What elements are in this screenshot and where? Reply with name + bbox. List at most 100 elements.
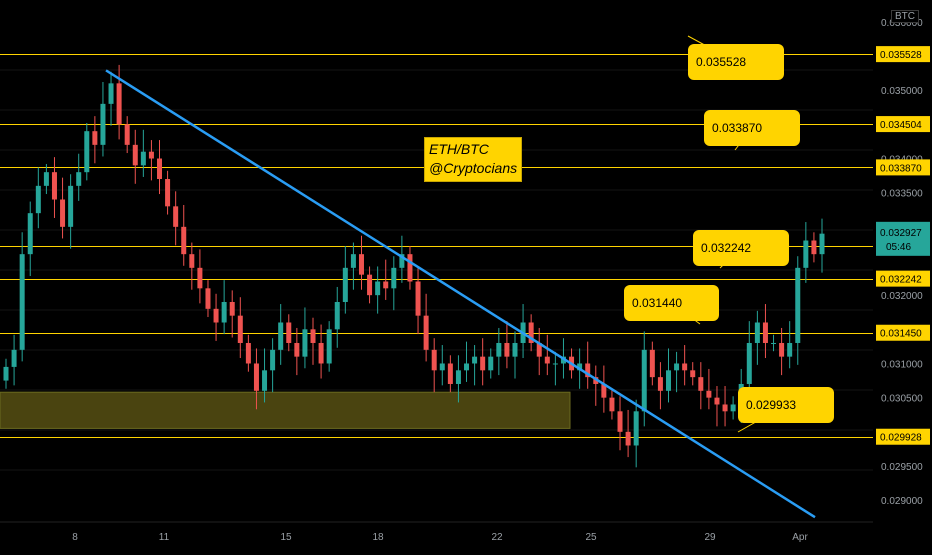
price-callout[interactable]: 0.029933 — [737, 387, 834, 433]
candle-body — [609, 397, 615, 412]
candle-body — [698, 377, 704, 391]
countdown-label: 05:46 — [886, 242, 911, 253]
candle-body — [488, 356, 494, 371]
candle-body — [116, 83, 122, 125]
candle-body — [383, 281, 389, 289]
candle-body — [100, 103, 106, 145]
candle-body — [552, 363, 558, 365]
candle-body — [302, 329, 308, 357]
candle-body — [601, 383, 607, 398]
candle-body — [399, 254, 405, 268]
candle-body — [148, 151, 154, 159]
time-tick-label: 25 — [585, 532, 597, 543]
candle-body — [253, 363, 259, 391]
callout-box — [688, 44, 784, 80]
candle-body — [76, 172, 82, 186]
time-tick-label: 29 — [704, 532, 716, 543]
annotation-pair: ETH/BTC — [429, 141, 489, 157]
support-zone-rect[interactable] — [0, 391, 571, 429]
trendline-group — [105, 69, 816, 519]
symbol-badge[interactable]: BTC — [891, 10, 919, 23]
level-badge[interactable] — [876, 324, 930, 341]
candle-body — [674, 363, 680, 371]
level-badge[interactable] — [876, 428, 930, 445]
candle-body — [221, 301, 227, 323]
candle-body — [536, 342, 542, 357]
price-callout[interactable]: 0.031440 — [624, 285, 719, 325]
price-callout[interactable]: 0.035528 — [687, 35, 784, 80]
grid — [0, 69, 873, 471]
callout-box — [704, 110, 800, 146]
candle-body — [213, 308, 219, 323]
candle-body — [43, 172, 49, 186]
time-tick-label: Apr — [792, 532, 808, 543]
candle-body — [3, 366, 9, 381]
candle-body — [625, 431, 631, 446]
candle-body — [342, 267, 348, 302]
callout-label: 0.035528 — [696, 55, 746, 69]
candle-body — [68, 185, 74, 227]
last-price-badge[interactable] — [876, 221, 930, 256]
candle-body — [391, 267, 397, 289]
price-callouts: 0.035528 0.033870 0.032242 0.031440 0.029933 — [624, 35, 834, 433]
price-tick-label: 0.030500 — [881, 394, 923, 405]
candle-body — [19, 254, 25, 350]
candle-body — [278, 322, 284, 350]
candle-body — [334, 301, 340, 330]
price-tick-label: 0.033500 — [881, 189, 923, 200]
candle-body — [544, 356, 550, 364]
candle-body — [455, 370, 461, 384]
candle-body — [496, 342, 502, 357]
time-tick-label: 22 — [491, 532, 503, 543]
candle-body — [706, 390, 712, 398]
callout-label: 0.032242 — [701, 241, 751, 255]
candle-body — [795, 267, 801, 343]
support-zone — [0, 391, 571, 429]
candle-body — [714, 397, 720, 405]
last-price-label: 0.032927 — [880, 228, 922, 239]
level-badge-label: 0.032242 — [880, 275, 922, 286]
candle-body — [803, 240, 809, 268]
price-callout[interactable]: 0.033870 — [704, 110, 800, 151]
candle-body — [682, 363, 688, 371]
level-badge[interactable] — [876, 116, 930, 133]
candle-body — [407, 254, 413, 282]
candle-body — [124, 124, 130, 145]
candle-body — [819, 233, 825, 255]
time-axis: 8 11 15 18 22 25 29 Apr — [0, 521, 873, 543]
candle-body — [649, 349, 655, 378]
level-badge[interactable] — [876, 46, 930, 63]
candle-body — [140, 151, 146, 166]
candle-body — [35, 185, 41, 214]
level-badge[interactable] — [876, 159, 930, 176]
candle-body — [60, 199, 66, 227]
callout-box — [693, 230, 789, 266]
annotation-box[interactable]: ETH/BTC @Cryptocians — [424, 137, 522, 182]
candle-body — [92, 131, 98, 145]
candle-body — [358, 254, 364, 275]
candle-body — [189, 254, 195, 268]
candle-body — [633, 411, 639, 446]
level-badge-label: 0.034504 — [880, 120, 922, 131]
candle-body — [11, 349, 17, 367]
candle-body — [480, 356, 486, 371]
candle-body — [157, 158, 163, 180]
candle-body — [464, 363, 470, 371]
candle-body — [447, 363, 453, 384]
trendline[interactable] — [105, 69, 816, 519]
price-tick-label: 0.029500 — [881, 462, 923, 473]
candle-body — [294, 342, 300, 357]
price-callout[interactable]: 0.032242 — [693, 230, 789, 269]
candle-body — [504, 342, 510, 357]
candle-body — [593, 377, 599, 384]
candle-body — [310, 329, 316, 343]
candle-body — [27, 213, 33, 255]
level-badge[interactable] — [876, 270, 930, 287]
time-tick-label: 18 — [372, 532, 384, 543]
time-tick-label: 8 — [72, 532, 78, 543]
candle-body — [746, 342, 752, 384]
candle-body — [326, 329, 332, 364]
candle-body — [229, 301, 235, 316]
